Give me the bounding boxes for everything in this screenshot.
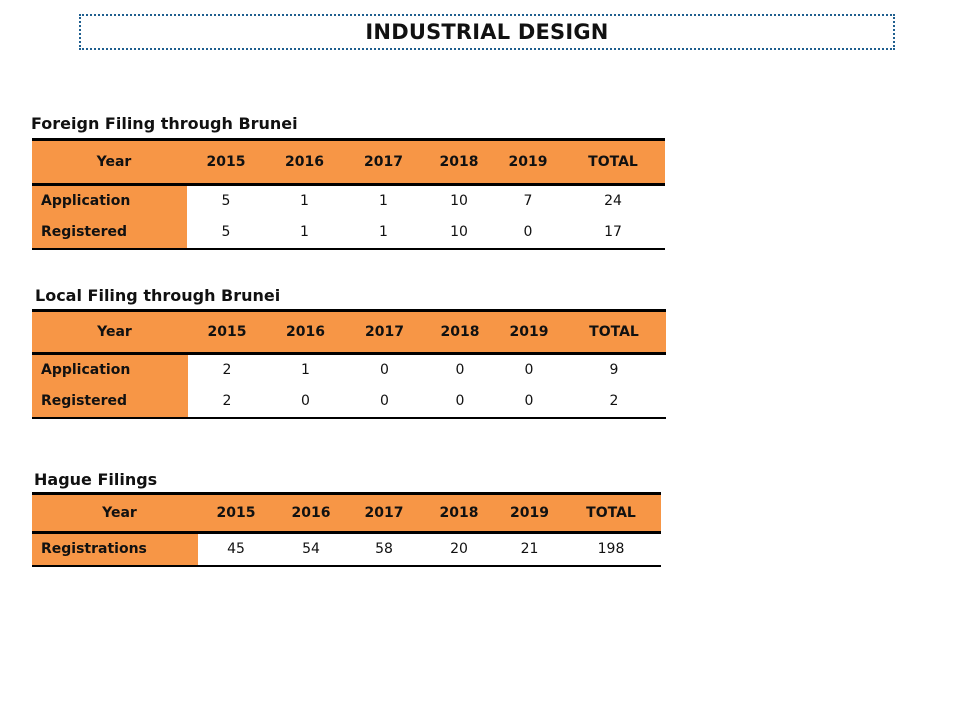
table-row: Application 2 1 0 0 0 9	[32, 353, 666, 386]
row-label: Application	[32, 353, 188, 386]
header-cell: 2017	[345, 309, 424, 355]
header-cell: 2017	[344, 138, 423, 186]
table-header-row: Year 2015 2016 2017 2018 2019 TOTAL	[32, 309, 666, 355]
table-cell: 58	[348, 532, 420, 567]
page-title: INDUSTRIAL DESIGN	[365, 20, 609, 44]
header-cell: Year	[32, 492, 198, 534]
table-cell: 1	[300, 193, 309, 210]
table-cell: 5	[187, 216, 265, 250]
table-header-row: Year 2015 2016 2017 2018 2019 TOTAL	[32, 492, 661, 534]
local-filing-title: Local Filing through Brunei	[35, 286, 281, 305]
table-cell: 10	[423, 216, 495, 250]
header-cell: Year	[32, 138, 187, 186]
header-cell: TOTAL	[561, 138, 665, 186]
local-filing-table: Year 2015 2016 2017 2018 2019 TOTAL Appl…	[32, 309, 666, 419]
foreign-filing-title: Foreign Filing through Brunei	[31, 114, 298, 133]
page-title-box: INDUSTRIAL DESIGN	[79, 14, 895, 50]
table-row: Registered 2 0 0 0 0 2	[32, 385, 666, 419]
header-cell: 2018	[424, 309, 496, 355]
table-cell: 7	[523, 193, 533, 210]
table-cell: 0	[424, 385, 496, 419]
row-label: Application	[32, 184, 187, 217]
header-cell: 2016	[266, 309, 345, 355]
row-label: Registered	[32, 216, 187, 250]
table-cell: 1	[301, 362, 310, 379]
table-cell: 1	[265, 216, 344, 250]
row-label: Registered	[32, 385, 188, 419]
table-cell: 0	[345, 385, 424, 419]
table-cell: 2	[188, 385, 266, 419]
header-cell: 2018	[423, 138, 495, 186]
table-cell: 0	[455, 362, 465, 379]
row-label: Registrations	[32, 532, 198, 567]
table-header-row: Year 2015 2016 2017 2018 2019 TOTAL	[32, 138, 665, 186]
table-cell: 10	[450, 193, 468, 210]
table-cell: 0	[496, 385, 562, 419]
header-cell: TOTAL	[561, 492, 661, 534]
table-row: Registrations 45 54 58 20 21 198	[32, 532, 661, 567]
header-cell: Year	[32, 309, 188, 355]
table-cell: 1	[344, 216, 423, 250]
table-cell: 20	[420, 532, 498, 567]
table-cell: 2	[222, 362, 232, 379]
table-row: Registered 5 1 1 10 0 17	[32, 216, 665, 250]
header-cell: 2019	[496, 309, 562, 355]
table-cell: 1	[379, 193, 388, 210]
header-cell: 2018	[420, 492, 498, 534]
table-cell: 9	[609, 362, 619, 379]
hague-filings-table: Year 2015 2016 2017 2018 2019 TOTAL Regi…	[32, 492, 661, 567]
table-cell: 2	[562, 385, 666, 419]
header-cell: 2015	[198, 492, 274, 534]
table-cell: 24	[604, 193, 622, 210]
header-cell: 2016	[274, 492, 348, 534]
table-cell: 45	[198, 532, 274, 567]
table-cell: 54	[274, 532, 348, 567]
header-cell: 2015	[188, 309, 266, 355]
table-cell: 0	[495, 216, 561, 250]
header-cell: TOTAL	[562, 309, 666, 355]
table-cell: 5	[221, 193, 231, 210]
header-cell: 2017	[348, 492, 420, 534]
header-cell: 2019	[498, 492, 561, 534]
table-cell: 21	[498, 532, 561, 567]
foreign-filing-table: Year 2015 2016 2017 2018 2019 TOTAL Appl…	[32, 138, 665, 250]
table-cell: 0	[380, 362, 389, 379]
table-cell: 0	[524, 362, 534, 379]
table-cell: 17	[561, 216, 665, 250]
table-cell: 198	[561, 532, 661, 567]
table-row: Application 5 1 1 10 7 24	[32, 184, 665, 217]
table-cell: 0	[266, 385, 345, 419]
header-cell: 2016	[265, 138, 344, 186]
header-cell: 2019	[495, 138, 561, 186]
header-cell: 2015	[187, 138, 265, 186]
hague-filings-title: Hague Filings	[34, 470, 158, 489]
